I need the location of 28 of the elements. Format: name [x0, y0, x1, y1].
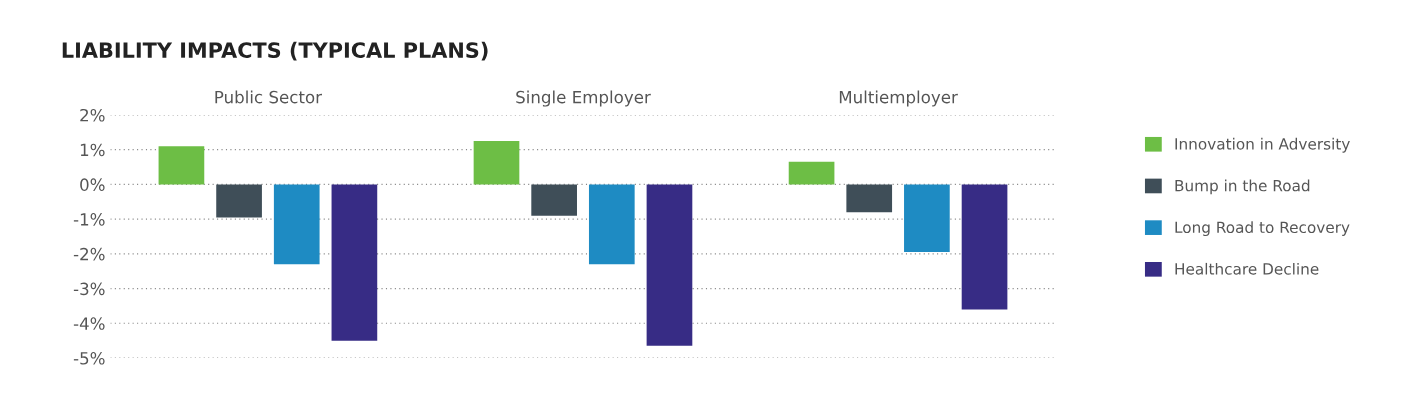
- bar: [846, 184, 893, 213]
- chart-title: LIABILITY IMPACTS (TYPICAL PLANS): [62, 41, 488, 61]
- y-tick-label: 1%: [80, 143, 105, 157]
- legend-label: Long Road to Recovery: [1175, 221, 1350, 237]
- x-tick-label: Multiemployer: [839, 90, 958, 107]
- bar: [788, 161, 835, 185]
- legend-label: Innovation in Adversity: [1175, 137, 1350, 153]
- bar: [646, 184, 693, 346]
- y-tick-label: -4%: [73, 317, 105, 330]
- bar: [588, 184, 635, 265]
- y-tick-label: -3%: [73, 282, 105, 296]
- y-tick-label: 0%: [80, 178, 105, 191]
- bar: [158, 146, 205, 185]
- x-tick-label: Public Sector: [215, 90, 323, 104]
- bar: [273, 184, 320, 265]
- bar: [331, 184, 378, 341]
- y-tick-label: -2%: [73, 247, 105, 261]
- bar: [216, 184, 262, 218]
- x-tick-label: Single Employer: [516, 90, 651, 107]
- bar: [904, 184, 950, 253]
- bar: [961, 184, 1008, 310]
- legend-label: Bump in the Road: [1175, 179, 1310, 195]
- y-tick-label: -1%: [73, 213, 105, 226]
- legend-label: Healthcare Decline: [1175, 262, 1319, 275]
- y-tick-label: -5%: [73, 351, 105, 365]
- bar: [473, 140, 520, 185]
- bar: [531, 184, 577, 216]
- y-tick-label: 2%: [80, 108, 105, 122]
